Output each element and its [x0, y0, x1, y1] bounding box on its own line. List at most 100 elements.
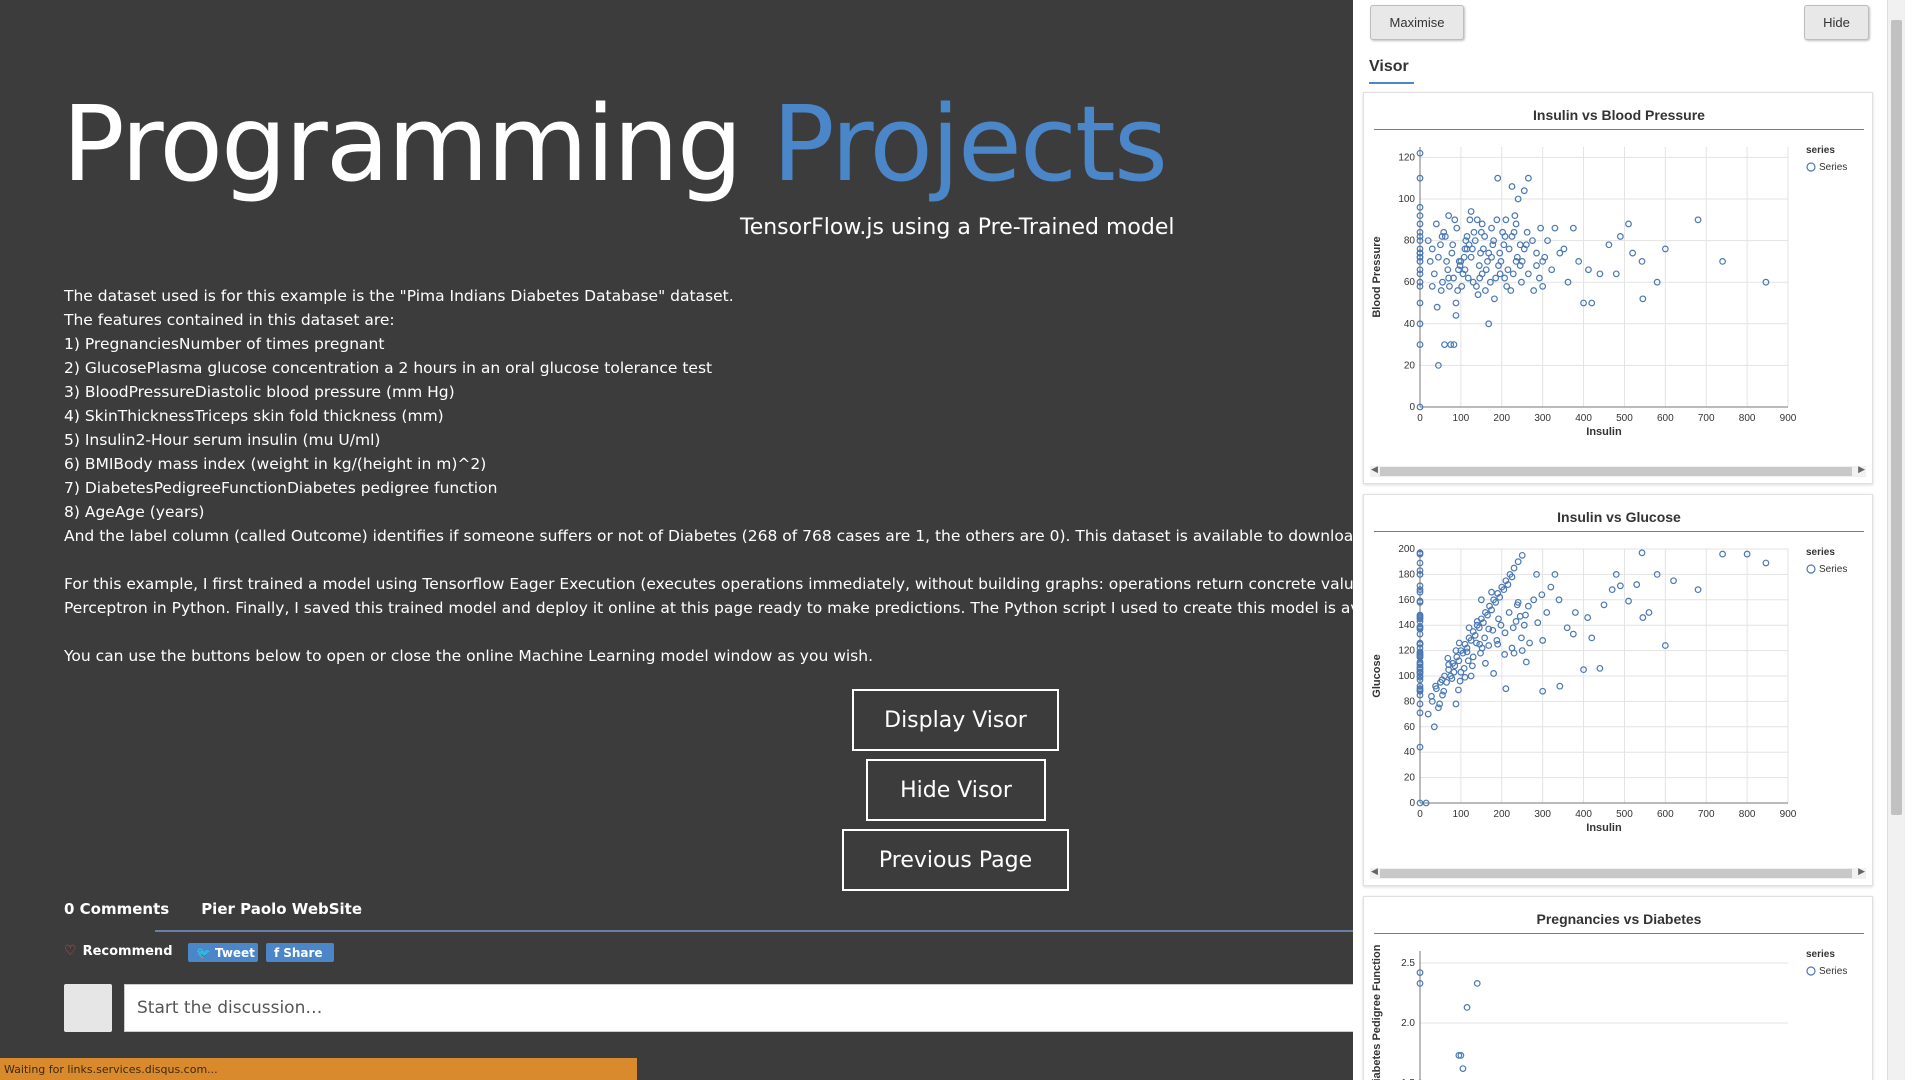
data-point: [1600, 601, 1608, 609]
visor-scrollbar[interactable]: [1887, 0, 1905, 1080]
data-point: [1493, 637, 1501, 644]
data-point: [1488, 588, 1495, 596]
chart-title: Insulin vs Glucose: [1374, 509, 1864, 532]
share-button[interactable]: f Share: [266, 943, 334, 962]
data-point: [1439, 691, 1446, 699]
data-point: [1452, 647, 1460, 654]
x-tick-label: 0: [1417, 809, 1423, 820]
data-point: [1469, 628, 1477, 635]
legend-marker: [1806, 564, 1816, 574]
display-visor-button[interactable]: Display Visor: [852, 689, 1059, 751]
data-point: [1416, 278, 1424, 286]
title-main: Programming: [62, 83, 772, 205]
site-name[interactable]: Pier Paolo WebSite: [201, 900, 363, 918]
data-point: [1416, 220, 1424, 228]
scroll-left-icon[interactable]: ◀: [1371, 866, 1378, 876]
data-point: [1416, 245, 1424, 253]
data-point: [1564, 278, 1572, 286]
scroll-thumb[interactable]: [1380, 869, 1852, 878]
x-tick-label: 500: [1616, 413, 1633, 424]
data-point: [1569, 630, 1577, 638]
data-point: [1416, 174, 1424, 182]
x-tick-label: 400: [1575, 809, 1592, 820]
data-point: [1451, 216, 1459, 224]
data-point: [1482, 266, 1490, 274]
data-point: [1533, 262, 1540, 269]
data-point: [1416, 685, 1424, 693]
data-point: [1492, 274, 1500, 282]
data-point: [1518, 278, 1525, 286]
data-point: [1508, 644, 1516, 652]
data-point: [1458, 282, 1466, 290]
data-point: [1491, 295, 1498, 303]
previous-page-button[interactable]: Previous Page: [842, 829, 1069, 891]
data-point: [1484, 611, 1491, 619]
maximise-button[interactable]: Maximise: [1370, 5, 1464, 40]
data-point: [1481, 634, 1489, 642]
data-point: [1468, 662, 1476, 670]
scroll-right-icon[interactable]: ▶: [1858, 464, 1865, 474]
y-axis-label: Blood Pressure: [1371, 236, 1383, 317]
data-point: [1762, 559, 1770, 567]
data-point: [1434, 361, 1442, 369]
data-point: [1616, 582, 1624, 590]
data-point: [1694, 216, 1702, 224]
scroll-thumb[interactable]: [1891, 20, 1902, 815]
discussion-input[interactable]: Start the discussion…: [124, 984, 1353, 1032]
chart-hscroll[interactable]: ◀ ▶: [1370, 464, 1866, 477]
data-point: [1575, 257, 1583, 265]
data-point: [1439, 278, 1446, 286]
data-point: [1541, 253, 1549, 261]
legend-entry: Series: [1819, 564, 1847, 575]
y-tick-label: 120: [1398, 646, 1415, 657]
data-point: [1534, 619, 1542, 627]
data-point: [1416, 676, 1424, 684]
data-point: [1437, 287, 1445, 294]
hide-panel-button[interactable]: Hide: [1804, 5, 1869, 40]
data-point: [1459, 649, 1467, 657]
chart-hscroll[interactable]: ◀ ▶: [1370, 866, 1866, 879]
data-point: [1455, 686, 1462, 694]
data-point: [1514, 558, 1522, 566]
x-tick-label: 600: [1657, 413, 1674, 424]
data-point: [1416, 320, 1424, 328]
data-point: [1451, 662, 1459, 670]
tab-visor[interactable]: Visor: [1369, 58, 1414, 84]
data-point: [1416, 624, 1424, 632]
y-tick-label: 40: [1404, 319, 1416, 330]
data-point: [1485, 320, 1493, 328]
desc-line: 4) SkinThicknessTriceps skin fold thickn…: [64, 407, 444, 425]
data-point: [1416, 658, 1424, 666]
page-subtitle: TensorFlow.js using a Pre-Trained model: [740, 215, 1175, 240]
data-point: [1457, 668, 1465, 676]
hide-visor-button[interactable]: Hide Visor: [866, 759, 1046, 821]
y-tick-label: 60: [1404, 277, 1416, 288]
data-point: [1488, 224, 1495, 232]
data-point: [1670, 577, 1677, 585]
scroll-right-icon[interactable]: ▶: [1858, 866, 1865, 876]
data-point: [1464, 657, 1472, 665]
data-point: [1447, 341, 1455, 349]
comments-count[interactable]: 0 Comments: [64, 900, 170, 918]
data-point: [1465, 241, 1473, 249]
data-point: [1441, 233, 1449, 240]
scroll-thumb[interactable]: [1380, 467, 1852, 476]
data-point: [1478, 270, 1486, 278]
data-point: [1509, 624, 1517, 632]
data-point: [1539, 687, 1547, 695]
data-point: [1445, 666, 1453, 674]
tweet-button[interactable]: 🐦 Tweet: [188, 943, 258, 962]
data-point: [1460, 664, 1468, 672]
recommend-button[interactable]: ♡ Recommend: [64, 943, 173, 959]
desc-line: The dataset used is for this example is …: [64, 287, 734, 305]
data-point: [1430, 723, 1438, 731]
data-point: [1485, 249, 1493, 257]
data-point: [1416, 559, 1424, 567]
data-point: [1584, 614, 1592, 621]
scroll-left-icon[interactable]: ◀: [1371, 464, 1378, 474]
data-point: [1445, 274, 1453, 282]
data-point: [1645, 609, 1653, 616]
data-point: [1424, 710, 1432, 718]
data-point: [1467, 208, 1475, 215]
data-point: [1496, 593, 1504, 601]
